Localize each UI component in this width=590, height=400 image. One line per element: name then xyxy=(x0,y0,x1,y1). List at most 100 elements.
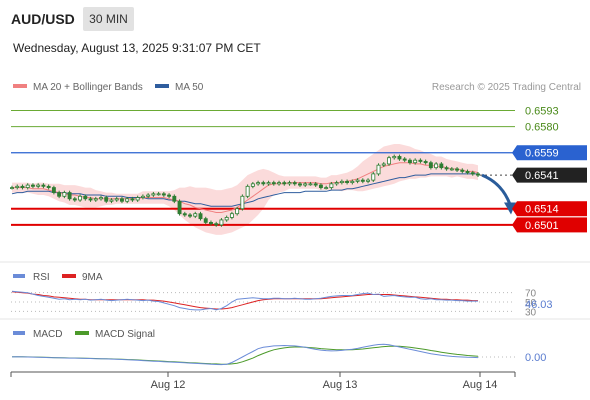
candle-body xyxy=(371,173,376,181)
rsi-level-label: 30 xyxy=(525,307,537,318)
support-level-pointer xyxy=(512,201,517,217)
candle-body xyxy=(277,182,281,185)
candle-body xyxy=(109,199,114,202)
candle-body xyxy=(339,180,344,183)
ma20-legend-swatch xyxy=(13,84,27,88)
resistance-level-label: 0.6593 xyxy=(525,105,559,117)
candle-body xyxy=(334,182,339,185)
candle-body xyxy=(219,219,224,226)
bollinger-band xyxy=(12,144,478,235)
candle-body xyxy=(392,156,397,159)
candle-body xyxy=(193,213,198,217)
support-level-label: 0.6501 xyxy=(525,220,559,232)
candle-body xyxy=(72,198,77,201)
candle-body xyxy=(224,217,229,221)
candle-body xyxy=(350,180,355,183)
macd-line xyxy=(11,343,479,366)
rsi-ma-line xyxy=(11,291,478,310)
datetime-label: Wednesday, August 13, 2025 9:31:07 PM CE… xyxy=(13,41,261,55)
candle-body xyxy=(387,157,391,165)
candle-body xyxy=(261,182,266,185)
rsi-ma-legend-label: 9MA xyxy=(82,272,103,283)
x-axis: Aug 12 Aug 13 Aug 14 xyxy=(10,371,516,391)
candle-body xyxy=(235,208,240,215)
candle-body xyxy=(214,223,219,226)
candle-body xyxy=(402,158,407,161)
candle-body xyxy=(434,163,439,169)
candle-body xyxy=(104,197,109,202)
candle-body xyxy=(67,192,72,200)
candle-body xyxy=(360,179,365,182)
candle-body xyxy=(229,213,234,218)
candle-body xyxy=(298,183,302,186)
candle-body xyxy=(428,162,433,169)
candle-body xyxy=(188,214,192,217)
candle-body xyxy=(57,192,62,197)
candle-body xyxy=(177,200,182,215)
forecast-arrow xyxy=(481,173,512,206)
price-panel: 0.6593 0.6580 0.6559 0.6541 0.6514 0.6501 xyxy=(10,105,587,235)
candle-body xyxy=(318,184,323,188)
candle-body xyxy=(460,169,465,172)
candle-body xyxy=(324,187,329,189)
timeframe-label: 30 MIN xyxy=(89,12,128,26)
ma50-legend-label: MA 50 xyxy=(175,82,204,93)
candle-body xyxy=(476,173,480,176)
candle-body xyxy=(303,183,308,186)
candle-body xyxy=(167,194,172,197)
ma20-line xyxy=(12,162,479,213)
candle-body xyxy=(455,168,460,171)
candle-body xyxy=(407,159,412,164)
candle-body xyxy=(470,172,475,175)
resistance-level-label: 0.6580 xyxy=(525,122,559,134)
current-level-box xyxy=(517,167,587,183)
candle-body xyxy=(287,182,292,185)
candle-body xyxy=(245,185,250,197)
candle-body xyxy=(114,198,119,201)
macd-value-label: 0.00 xyxy=(525,352,546,364)
candle-body xyxy=(256,182,261,185)
macd-panel: MACD MACD Signal 0.00 xyxy=(11,329,546,366)
rsi-legend-swatch xyxy=(13,274,25,278)
header: AUD/USD 30 MIN Wednesday, August 13, 202… xyxy=(11,7,261,55)
rsi-ma-legend-swatch xyxy=(62,274,76,278)
forecast-arrowhead xyxy=(504,202,516,215)
candle-body xyxy=(135,197,140,201)
candle-body xyxy=(376,164,381,175)
macd-legend-swatch xyxy=(13,331,25,335)
candle-body xyxy=(78,195,83,201)
candle-body xyxy=(25,184,30,188)
candle-body xyxy=(240,195,245,210)
candle-body xyxy=(423,161,428,164)
main-legend: MA 20 + Bollinger Bands MA 50 Research ©… xyxy=(13,82,581,93)
candle-body xyxy=(62,192,67,197)
candle-body xyxy=(209,222,213,225)
candle-body xyxy=(292,182,297,185)
ma50-legend-swatch xyxy=(155,84,169,88)
candle-body xyxy=(151,193,156,196)
candle-body xyxy=(282,182,287,185)
candle-body xyxy=(15,185,20,188)
ma50-line xyxy=(11,173,478,207)
candle-body xyxy=(83,195,88,200)
candle-body xyxy=(146,194,151,197)
timeframe-badge[interactable] xyxy=(83,7,134,31)
rsi-value-label: 46.03 xyxy=(525,299,553,311)
watermark: Research © 2025 Trading Central xyxy=(432,82,581,93)
candle-body xyxy=(444,167,449,170)
candle-body xyxy=(172,195,177,202)
macd-signal-legend-swatch xyxy=(75,331,89,335)
candle-body xyxy=(41,184,46,187)
macd-signal-legend-label: MACD Signal xyxy=(95,329,155,340)
rsi-level-label: 50 xyxy=(525,298,537,309)
support-level-pointer xyxy=(512,217,517,233)
candle-body xyxy=(345,180,350,183)
candle-body xyxy=(10,187,14,189)
pivot-level-pointer xyxy=(512,145,517,161)
candle-body xyxy=(418,159,423,162)
rsi-legend-label: RSI xyxy=(33,272,50,283)
candle-body xyxy=(271,182,276,185)
x-tick-label: Aug 14 xyxy=(463,379,498,391)
candle-body xyxy=(88,198,93,201)
